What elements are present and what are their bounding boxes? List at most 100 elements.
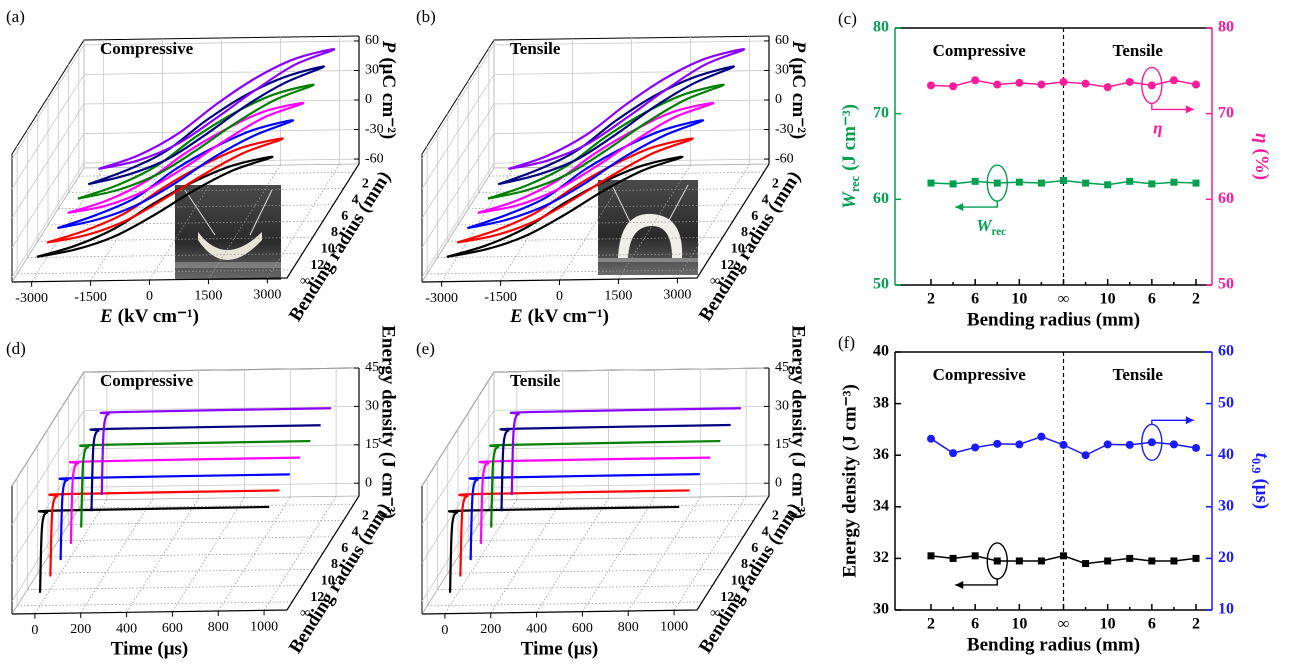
depth-tick-label: 10 [321,574,335,589]
x-axis-label: E (kV cm⁻¹) [509,306,609,327]
marker [1192,80,1200,89]
data-line [68,456,301,544]
panel-label: (b) [416,7,436,26]
y-axis-label-unit: (μC cm⁻²) [788,57,809,139]
marker [1126,554,1134,562]
inset-photo-compressive [175,185,281,280]
marker [927,434,935,443]
y-tick-label: 15 [365,437,379,452]
grid-line [11,444,360,564]
data-line [456,137,694,244]
x-tick-label: 3000 [253,288,281,303]
annotation: Tensile [1113,365,1164,384]
y-tick-label: 30 [873,601,889,618]
marker [1059,440,1068,449]
floor-grid-line [627,496,701,612]
annotation: Tensile [1113,41,1164,60]
floor-grid-line [34,499,108,614]
y2-tick-label: 40 [1218,446,1234,463]
marker [1192,179,1200,187]
depth-tick-label: 12 [310,590,324,605]
depth-tick-label: 6 [751,541,758,556]
data-line [458,489,690,577]
y2-axis-label: t0.9 (μs) [1249,453,1271,510]
floor-grid-line [478,520,754,525]
grid-line [11,99,360,219]
depth-tick-label: ∞ [710,274,720,289]
floor-grid-line [58,204,334,210]
grid-line [421,444,770,564]
data-line [467,119,705,230]
y-tick-label: 50 [873,276,889,293]
y-axis-label-symbol: W [839,191,860,209]
marker [949,449,958,458]
floor-grid-line [536,498,609,613]
x-tick-label: 1500 [604,288,632,303]
marker [1015,440,1024,449]
depth-tick-label: 10 [321,242,335,257]
marker [1060,552,1067,560]
y-tick-label: 60 [365,33,379,48]
data-line [36,155,274,258]
data-line [468,473,700,561]
marker [1104,181,1112,189]
y-tick-label: 38 [873,394,889,411]
y-axis-label-symbol: P [378,40,399,53]
data-line [499,423,731,512]
y-tick-label: 80 [873,19,889,36]
x-tick-label: -1500 [74,290,107,305]
annotation: Tensile [510,39,561,58]
marker [1125,77,1134,86]
x-tick-label: 2 [927,616,935,633]
data-line [46,137,284,244]
x-tick-label: 600 [162,621,183,636]
x-tick-label: 1000 [250,620,278,635]
floor-grid-line [468,536,744,542]
marker [1126,177,1134,185]
callout-arrow [955,201,998,208]
y2-tick-label: 10 [1218,601,1234,618]
floor-grid-line [427,269,703,275]
floor-grid-line [490,498,564,614]
data-line [509,407,741,496]
grid-line [11,40,360,160]
x-tick-label: 0 [441,623,448,638]
grid-line [11,406,360,525]
callout-label-symbol: η [1153,118,1162,137]
y-tick-label: 40 [873,343,889,360]
x-axis [11,368,360,615]
marker [1125,440,1134,449]
marker [927,552,935,560]
panel-label: (c) [838,9,857,28]
floor-grid-line [27,253,303,258]
marker [1192,443,1200,452]
marker [1147,438,1156,447]
y-tick-label: 36 [873,446,889,463]
x-tick-label: 0 [556,289,563,304]
floor-grid-line [17,601,293,607]
data-line [87,65,326,186]
panel-label: (f) [838,333,855,352]
y-tick-label: 30 [365,399,379,414]
marker [1192,554,1200,562]
marker [993,557,1001,565]
floor-grid-line [126,498,199,613]
y2-axis-label-unit: (μs) [1251,478,1272,509]
marker [1060,176,1067,184]
x-tick-label: 10 [1100,616,1116,633]
y-axis-label-symbol: P [788,40,809,53]
y2-axis-label-symbol: η [1251,133,1272,143]
panel-label: (d) [6,339,26,358]
x-tick-label: 6 [971,291,979,308]
marker [1082,560,1090,568]
x-axis-label: Bending radius (mm) [967,634,1140,655]
marker [927,81,935,90]
y2-axis-label: η (%) [1251,133,1272,180]
x-tick-label: 800 [618,620,639,635]
floor-grid-line [582,497,655,612]
data-line [497,65,736,186]
data-line [67,101,305,214]
y-tick-label: -30 [775,122,794,137]
x-tick-label: 3000 [663,288,691,303]
